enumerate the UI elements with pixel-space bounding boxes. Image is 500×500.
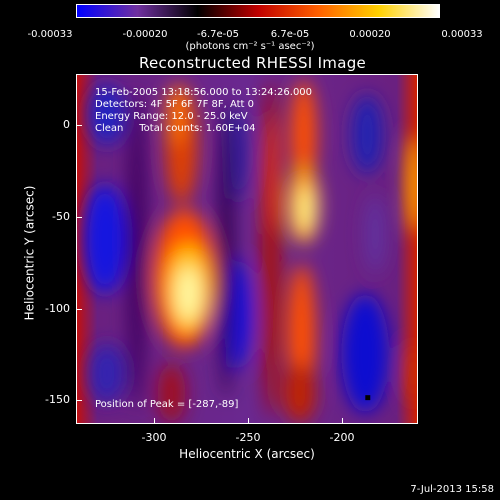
colorbar-tick: 0.00020 (349, 29, 391, 40)
colorbar-tick: 0.00033 (441, 29, 483, 40)
y-tick-label: -100 (45, 302, 70, 315)
info-counts: Clean Total counts: 1.60E+04 (95, 123, 256, 134)
colorbar-units: (photons cm⁻² s⁻¹ asec⁻²) (185, 41, 315, 52)
x-tick-mark (248, 418, 249, 424)
colorbar-tick: 6.7e-05 (270, 29, 310, 40)
x-tick-label: -300 (141, 431, 167, 444)
info-energy: Energy Range: 12.0 - 25.0 keV (95, 111, 248, 122)
y-tick-mark (76, 309, 82, 310)
colorbar-tick: -0.00020 (122, 29, 168, 40)
x-tick-label: -200 (329, 431, 355, 444)
x-tick-mark (154, 418, 155, 424)
y-tick-mark (76, 125, 82, 126)
y-tick-label: -50 (52, 210, 70, 223)
info-detectors: Detectors: 4F 5F 6F 7F 8F, Att 0 (95, 99, 255, 110)
plot-title: Reconstructed RHESSI Image (138, 54, 367, 72)
info-time: 15-Feb-2005 13:18:56.000 to 13:24:26.000 (95, 87, 313, 98)
x-axis-label: Heliocentric X (arcsec) (179, 447, 315, 461)
rhessi-image (77, 75, 417, 423)
peak-marker (365, 395, 371, 401)
image-plot: 15-Feb-2005 13:18:56.000 to 13:24:26.000… (76, 74, 418, 424)
colorbar-tick: -0.00033 (27, 29, 73, 40)
y-tick-mark (76, 400, 82, 401)
y-tick-label: 0 (63, 118, 70, 131)
y-tick-mark (76, 217, 82, 218)
y-axis-label: Heliocentric Y (arcsec) (22, 185, 37, 321)
x-tick-mark (342, 418, 343, 424)
peak-position-label: Position of Peak = [-287,-89] (95, 399, 239, 410)
timestamp: 7-Jul-2013 15:58 (410, 484, 494, 495)
x-tick-label: -250 (235, 431, 261, 444)
colorbar-tick: -6.7e-05 (197, 29, 239, 40)
y-tick-label: -150 (45, 393, 70, 406)
colorbar (76, 4, 440, 18)
